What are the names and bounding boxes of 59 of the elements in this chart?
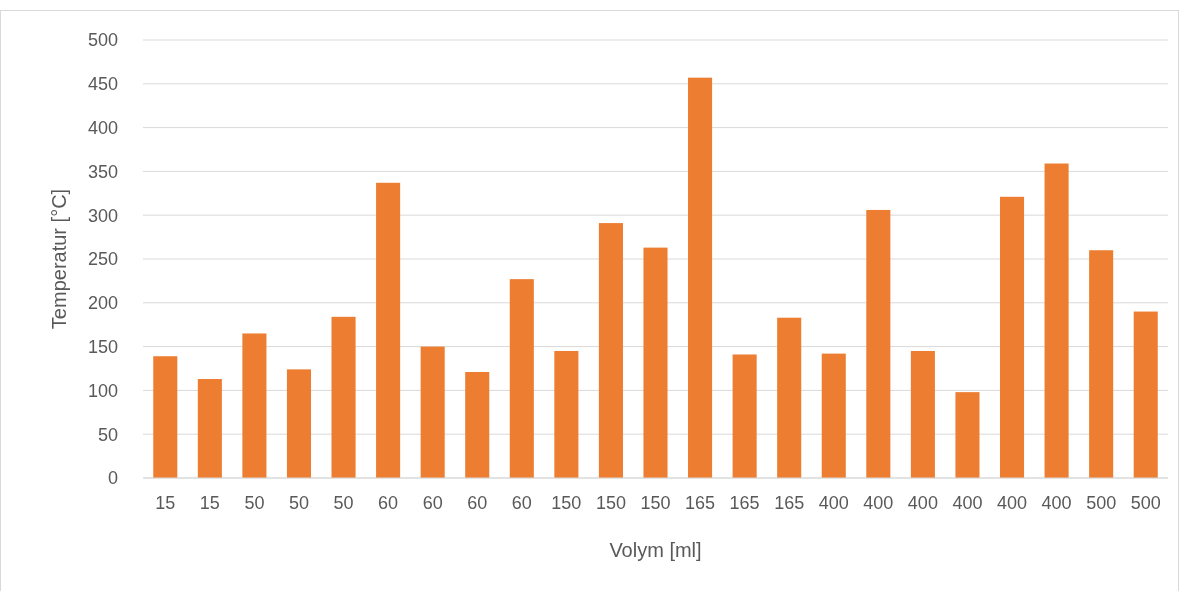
x-tick-label: 400 (997, 493, 1028, 513)
y-tick-label: 50 (97, 424, 118, 445)
x-tick-label: 400 (818, 493, 849, 513)
y-tick-label: 150 (87, 336, 118, 357)
x-axis-title: Volym [ml] (609, 539, 702, 561)
x-tick-label: 150 (595, 493, 626, 513)
bar (1133, 311, 1158, 478)
x-tick-label: 50 (244, 493, 265, 513)
bar (821, 353, 846, 478)
bar (153, 356, 178, 478)
bar (1089, 250, 1114, 478)
x-tick-label: 60 (422, 493, 443, 513)
bar (242, 333, 267, 478)
x-tick-label: 60 (467, 493, 488, 513)
bar (465, 372, 490, 478)
x-tick-label: 165 (774, 493, 805, 513)
x-tick-label: 150 (640, 493, 671, 513)
x-tick-label: 60 (378, 493, 399, 513)
bar (955, 392, 980, 478)
x-tick-label: 15 (155, 493, 176, 513)
bar (554, 350, 579, 478)
bar (420, 346, 445, 478)
bar (777, 317, 802, 478)
bar (197, 379, 222, 478)
x-tick-label: 50 (333, 493, 354, 513)
x-tick-label: 400 (1041, 493, 1072, 513)
bar (509, 279, 534, 478)
x-tick-label: 400 (863, 493, 894, 513)
bar (643, 247, 668, 478)
bar (999, 196, 1025, 478)
bar (866, 209, 891, 478)
y-tick-label: 0 (107, 468, 118, 489)
bar (732, 354, 757, 478)
bar (331, 316, 356, 478)
x-tick-label: 500 (1086, 493, 1117, 513)
x-tick-label: 15 (199, 493, 220, 513)
bar (286, 369, 312, 478)
bar (1044, 163, 1069, 478)
x-tick-label: 500 (1130, 493, 1161, 513)
x-tick-label: 400 (907, 493, 938, 513)
x-tick-label: 165 (685, 493, 716, 513)
y-tick-label: 500 (87, 30, 118, 51)
x-tick-label: 150 (551, 493, 582, 513)
bar (376, 182, 401, 478)
y-tick-label: 450 (87, 74, 118, 95)
y-tick-label: 250 (87, 249, 118, 270)
x-tick-label: 400 (952, 493, 983, 513)
bar (598, 223, 623, 478)
y-tick-label: 400 (87, 117, 118, 138)
bar (910, 350, 935, 478)
bar (688, 77, 713, 478)
x-tick-label: 165 (729, 493, 760, 513)
y-tick-label: 300 (87, 205, 118, 226)
x-tick-label: 60 (511, 493, 532, 513)
y-tick-label: 350 (87, 161, 118, 182)
y-axis-title: Temperatur [°C] (48, 188, 70, 330)
y-tick-label: 200 (87, 293, 118, 314)
y-tick-label: 100 (87, 380, 118, 401)
x-tick-label: 50 (288, 493, 309, 513)
